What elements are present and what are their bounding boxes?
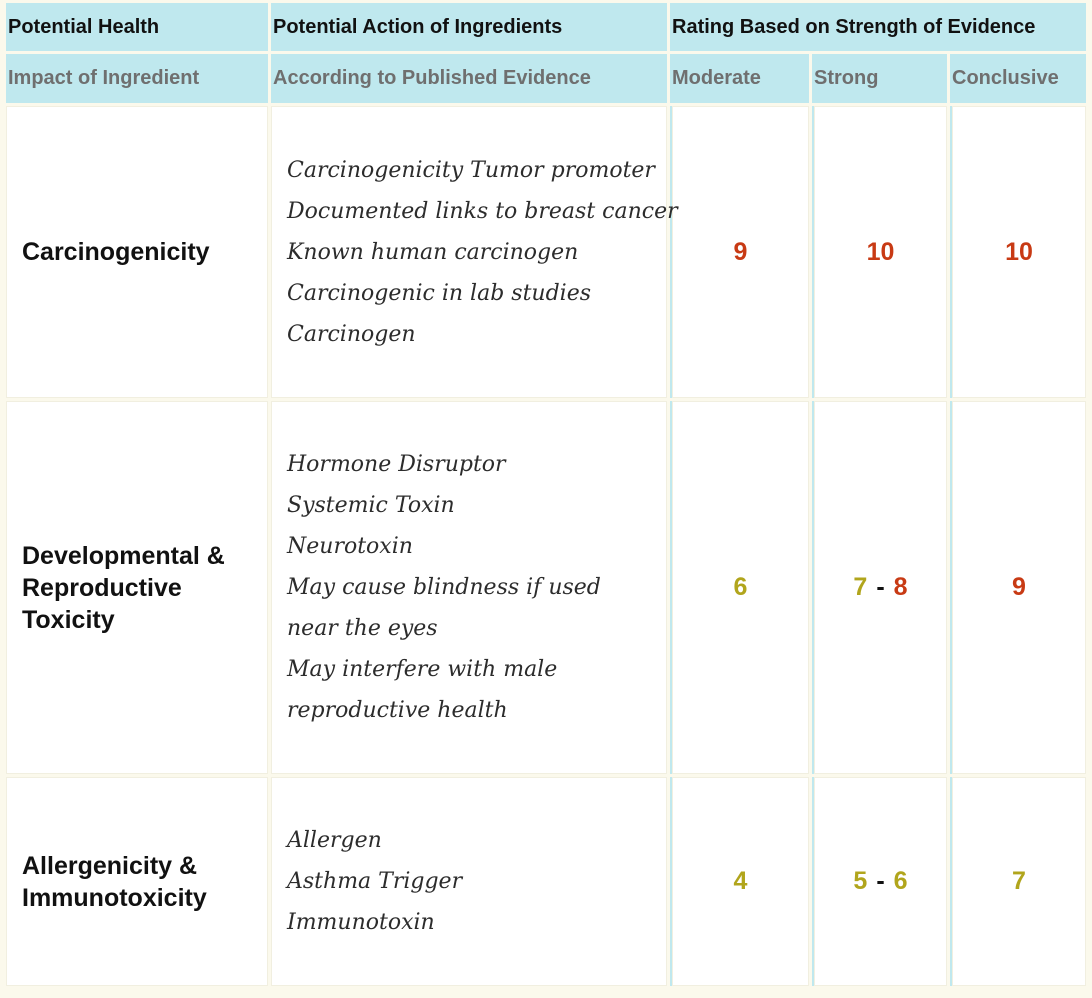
- subheader-conclusive: Conclusive: [950, 54, 1086, 103]
- action-item: Allergen: [287, 828, 382, 853]
- rating-value-from: 10: [866, 237, 895, 266]
- rating-strong: 5-6: [812, 777, 947, 986]
- rating-moderate: 4: [670, 777, 809, 986]
- action-item: Systemic Toxin: [287, 493, 455, 518]
- rating-value: 7: [1012, 867, 1026, 895]
- rating-value: 4: [733, 867, 748, 895]
- action-item: Documented links to breast cancer: [287, 198, 678, 224]
- subheader-published-evidence: According to Published Evidence: [271, 54, 667, 103]
- rating-conclusive: 9: [950, 401, 1086, 774]
- header-potential-health: Potential Health: [6, 3, 268, 51]
- action-item: near the eyes: [287, 616, 438, 641]
- rating-value: 10: [1005, 237, 1033, 266]
- rating-value: 6: [733, 573, 748, 601]
- rating-strong: 10: [812, 106, 947, 398]
- subheader-moderate: Moderate: [670, 54, 809, 103]
- table-row-developmental-reproductive-toxicity: Developmental & Reproductive Toxicity Ho…: [6, 401, 1086, 774]
- rating-value-to: 6: [893, 867, 908, 895]
- table-body: Carcinogenicity Carcinogenicity Tumor pr…: [6, 106, 1086, 986]
- action-item: Carcinogenic in lab studies: [287, 280, 592, 306]
- rating-value-from: 5: [853, 867, 868, 895]
- rating-value: 9: [1012, 573, 1026, 601]
- action-item: Neurotoxin: [287, 534, 413, 559]
- impact-label: Allergenicity & Immunotoxicity: [6, 777, 268, 986]
- action-item: reproductive health: [287, 698, 508, 723]
- rating-moderate: 9: [670, 106, 809, 398]
- rating-value: 9: [733, 237, 748, 266]
- table-row-allergenicity-immunotoxicity: Allergenicity & Immunotoxicity Allergen …: [6, 777, 1086, 986]
- action-item: May cause blindness if used: [287, 575, 601, 600]
- subheader-strong: Strong: [812, 54, 947, 103]
- table-header: Potential Health Potential Action of Ing…: [6, 3, 1086, 103]
- range-separator: -: [876, 573, 885, 601]
- rating-moderate: 6: [670, 401, 809, 774]
- action-item: Carcinogenicity Tumor promoter: [287, 157, 655, 183]
- rating-conclusive: 7: [950, 777, 1086, 986]
- impact-label: Carcinogenicity: [6, 106, 268, 398]
- rating-value-from: 7: [853, 573, 868, 601]
- header-row-secondary: Impact of Ingredient According to Publis…: [6, 54, 1086, 103]
- rating-value-to: 8: [893, 573, 908, 601]
- ingredient-rating-table: Potential Health Potential Action of Ing…: [3, 0, 1089, 989]
- header-rating-strength: Rating Based on Strength of Evidence: [670, 3, 1086, 51]
- table-row-carcinogenicity: Carcinogenicity Carcinogenicity Tumor pr…: [6, 106, 1086, 398]
- action-item: Hormone Disruptor: [287, 452, 506, 477]
- action-item: Known human carcinogen: [287, 239, 579, 265]
- range-separator: -: [876, 867, 885, 895]
- action-item: May interfere with male: [287, 657, 558, 682]
- subheader-impact-of-ingredient: Impact of Ingredient: [6, 54, 268, 103]
- action-list: Hormone Disruptor Systemic Toxin Neuroto…: [271, 401, 667, 774]
- action-item: Carcinogen: [287, 321, 416, 347]
- header-row-primary: Potential Health Potential Action of Ing…: [6, 3, 1086, 51]
- rating-strong: 7-8: [812, 401, 947, 774]
- action-list: Carcinogenicity Tumor promoter Documente…: [271, 106, 678, 398]
- rating-conclusive: 10: [950, 106, 1086, 398]
- action-item: Immunotoxin: [287, 910, 435, 935]
- action-list: Allergen Asthma Trigger Immunotoxin: [271, 777, 667, 986]
- impact-label: Developmental & Reproductive Toxicity: [6, 401, 268, 774]
- header-potential-action: Potential Action of Ingredients: [271, 3, 667, 51]
- action-item: Asthma Trigger: [287, 869, 463, 894]
